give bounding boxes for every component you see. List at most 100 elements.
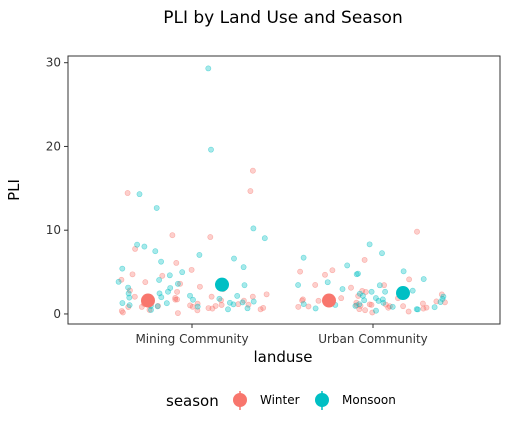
data-point-monsoon <box>187 292 193 299</box>
data-point-monsoon <box>409 287 416 294</box>
data-point-winter <box>142 279 149 286</box>
data-point-monsoon <box>361 297 368 304</box>
data-point-monsoon <box>300 301 307 307</box>
data-point-winter <box>218 302 225 308</box>
data-point-monsoon <box>312 305 319 312</box>
data-point-monsoon <box>420 276 427 282</box>
data-point-monsoon <box>356 290 363 297</box>
data-point-monsoon <box>208 146 214 153</box>
data-point-winter <box>129 271 136 278</box>
legend-title: season <box>166 392 219 410</box>
y-axis-title: PLI <box>5 179 23 201</box>
data-point-monsoon <box>431 304 438 311</box>
data-point-winter <box>385 304 392 311</box>
data-point-winter <box>348 284 354 291</box>
data-point-monsoon <box>165 288 171 295</box>
data-point-monsoon <box>196 252 203 258</box>
y-tick-label: 30 <box>46 56 61 70</box>
data-point-monsoon <box>250 225 257 232</box>
data-point-monsoon <box>141 243 148 250</box>
legend: season Winter Monsoon <box>166 391 396 410</box>
x-tick-label: Urban Community <box>318 332 428 346</box>
data-point-monsoon <box>241 282 248 289</box>
mean-marker-monsoon <box>396 286 410 301</box>
legend-item-monsoon: Monsoon <box>315 391 396 410</box>
data-point-winter <box>172 296 179 303</box>
x-axis: Mining Community Urban Community <box>135 324 428 346</box>
data-point-winter <box>249 167 256 174</box>
y-tick-label: 20 <box>46 139 61 153</box>
y-axis: 0 10 20 30 <box>46 56 68 321</box>
data-point-monsoon <box>414 306 421 313</box>
data-point-monsoon <box>250 298 257 305</box>
data-point-winter <box>366 301 373 308</box>
data-point-monsoon <box>244 305 251 312</box>
data-point-monsoon <box>359 292 366 299</box>
legend-label: Winter <box>260 393 300 407</box>
data-point-winter <box>126 287 133 294</box>
data-point-winter <box>196 283 203 290</box>
data-point-monsoon <box>240 264 247 271</box>
data-point-monsoon <box>376 282 383 289</box>
data-point-monsoon <box>125 284 132 291</box>
data-point-monsoon <box>261 235 268 242</box>
data-point-winter <box>297 268 303 275</box>
data-point-monsoon <box>379 296 386 303</box>
data-point-monsoon <box>382 288 388 295</box>
data-point-monsoon <box>225 306 231 313</box>
data-point-winter <box>124 190 131 196</box>
data-point-monsoon <box>344 262 351 269</box>
data-point-winter <box>169 232 176 239</box>
data-point-winter <box>131 293 138 300</box>
data-point-monsoon <box>231 255 237 262</box>
data-point-winter <box>406 276 412 283</box>
data-point-winter <box>218 297 224 304</box>
data-point-monsoon <box>148 306 154 313</box>
mean-markers <box>141 277 410 308</box>
data-point-winter <box>207 234 214 240</box>
data-point-monsoon <box>437 299 444 305</box>
data-point-monsoon <box>154 303 161 310</box>
data-point-winter <box>194 300 201 307</box>
data-point-monsoon <box>119 300 126 306</box>
data-point-winter <box>329 267 336 274</box>
data-point-monsoon <box>190 296 196 303</box>
data-point-monsoon <box>389 303 396 310</box>
data-point-winter <box>400 303 406 310</box>
data-point-winter <box>405 308 412 315</box>
data-point-monsoon <box>158 258 164 265</box>
data-point-winter <box>305 303 312 310</box>
data-point-winter <box>174 288 180 295</box>
data-point-winter <box>155 303 161 309</box>
data-point-winter <box>295 303 302 310</box>
data-point-winter <box>420 305 427 312</box>
data-point-monsoon <box>174 280 181 287</box>
data-point-monsoon <box>136 191 143 198</box>
data-point-winter <box>419 300 426 307</box>
data-point-monsoon <box>379 250 385 257</box>
data-point-monsoon <box>216 295 223 302</box>
data-point-winter <box>138 304 145 310</box>
data-point-winter <box>312 282 319 288</box>
data-point-monsoon <box>439 296 446 302</box>
data-point-winter <box>299 296 306 303</box>
data-point-winter <box>315 297 322 304</box>
data-point-monsoon <box>156 277 162 283</box>
data-point-winter <box>263 291 270 298</box>
legend-items: Winter Monsoon <box>233 391 396 410</box>
data-point-winter <box>322 271 328 278</box>
jitter-points <box>115 65 448 317</box>
legend-item-winter: Winter <box>233 391 300 410</box>
data-point-monsoon <box>119 265 126 272</box>
data-point-monsoon <box>366 241 373 248</box>
data-point-winter <box>159 272 166 279</box>
data-point-monsoon <box>353 271 360 278</box>
plot-panel <box>67 55 501 325</box>
mean-marker-winter <box>322 293 336 308</box>
data-point-winter <box>187 302 193 309</box>
data-point-monsoon <box>125 290 132 297</box>
data-point-winter <box>188 266 195 273</box>
data-point-monsoon <box>126 302 133 309</box>
data-point-monsoon <box>205 65 212 72</box>
data-point-winter <box>205 305 212 311</box>
